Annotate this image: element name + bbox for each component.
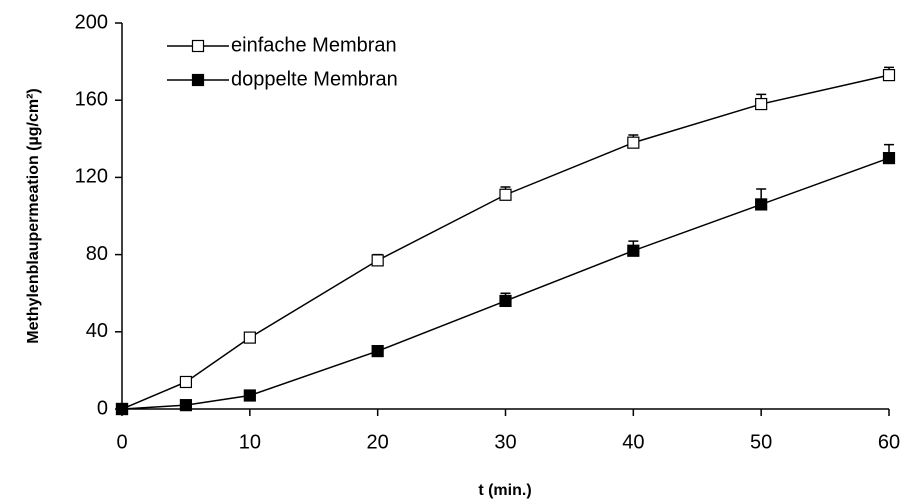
x-tick-label: 20 — [367, 431, 389, 453]
legend-label: doppelte Membran — [231, 68, 398, 90]
x-tick-label: 50 — [750, 431, 772, 453]
data-point — [627, 244, 640, 257]
y-tick-label: 80 — [86, 243, 108, 265]
y-axis-title: Methylenblaupermeation (µg/cm²) — [25, 88, 42, 343]
data-point — [179, 375, 193, 389]
data-point — [115, 402, 129, 416]
data-point — [882, 69, 896, 82]
legend-label: einfache Membran — [231, 34, 397, 56]
data-point — [882, 152, 896, 165]
data-point — [179, 399, 193, 412]
data-point — [243, 389, 256, 402]
y-tick-label: 40 — [86, 320, 108, 342]
series-line — [121, 74, 890, 410]
data-point — [627, 136, 640, 149]
y-tick-label: 160 — [75, 88, 108, 110]
data-point — [755, 198, 768, 211]
x-axis-title: t (min.) — [478, 482, 531, 499]
data-point — [371, 345, 384, 358]
x-tick-label: 60 — [878, 431, 900, 453]
data-point — [499, 294, 512, 308]
data-point — [243, 331, 256, 344]
legend-marker — [191, 39, 205, 53]
data-point — [499, 188, 512, 201]
y-tick-label: 120 — [75, 166, 108, 188]
data-point — [371, 254, 384, 267]
x-tick-label: 30 — [494, 431, 516, 453]
y-tick-label: 0 — [97, 397, 108, 419]
data-point — [755, 97, 768, 111]
series-line — [121, 157, 890, 410]
y-tick-label: 200 — [75, 11, 108, 33]
legend-marker — [191, 73, 205, 87]
x-tick-label: 10 — [239, 431, 261, 453]
x-tick-label: 0 — [116, 431, 127, 453]
x-tick-label: 40 — [622, 431, 644, 453]
